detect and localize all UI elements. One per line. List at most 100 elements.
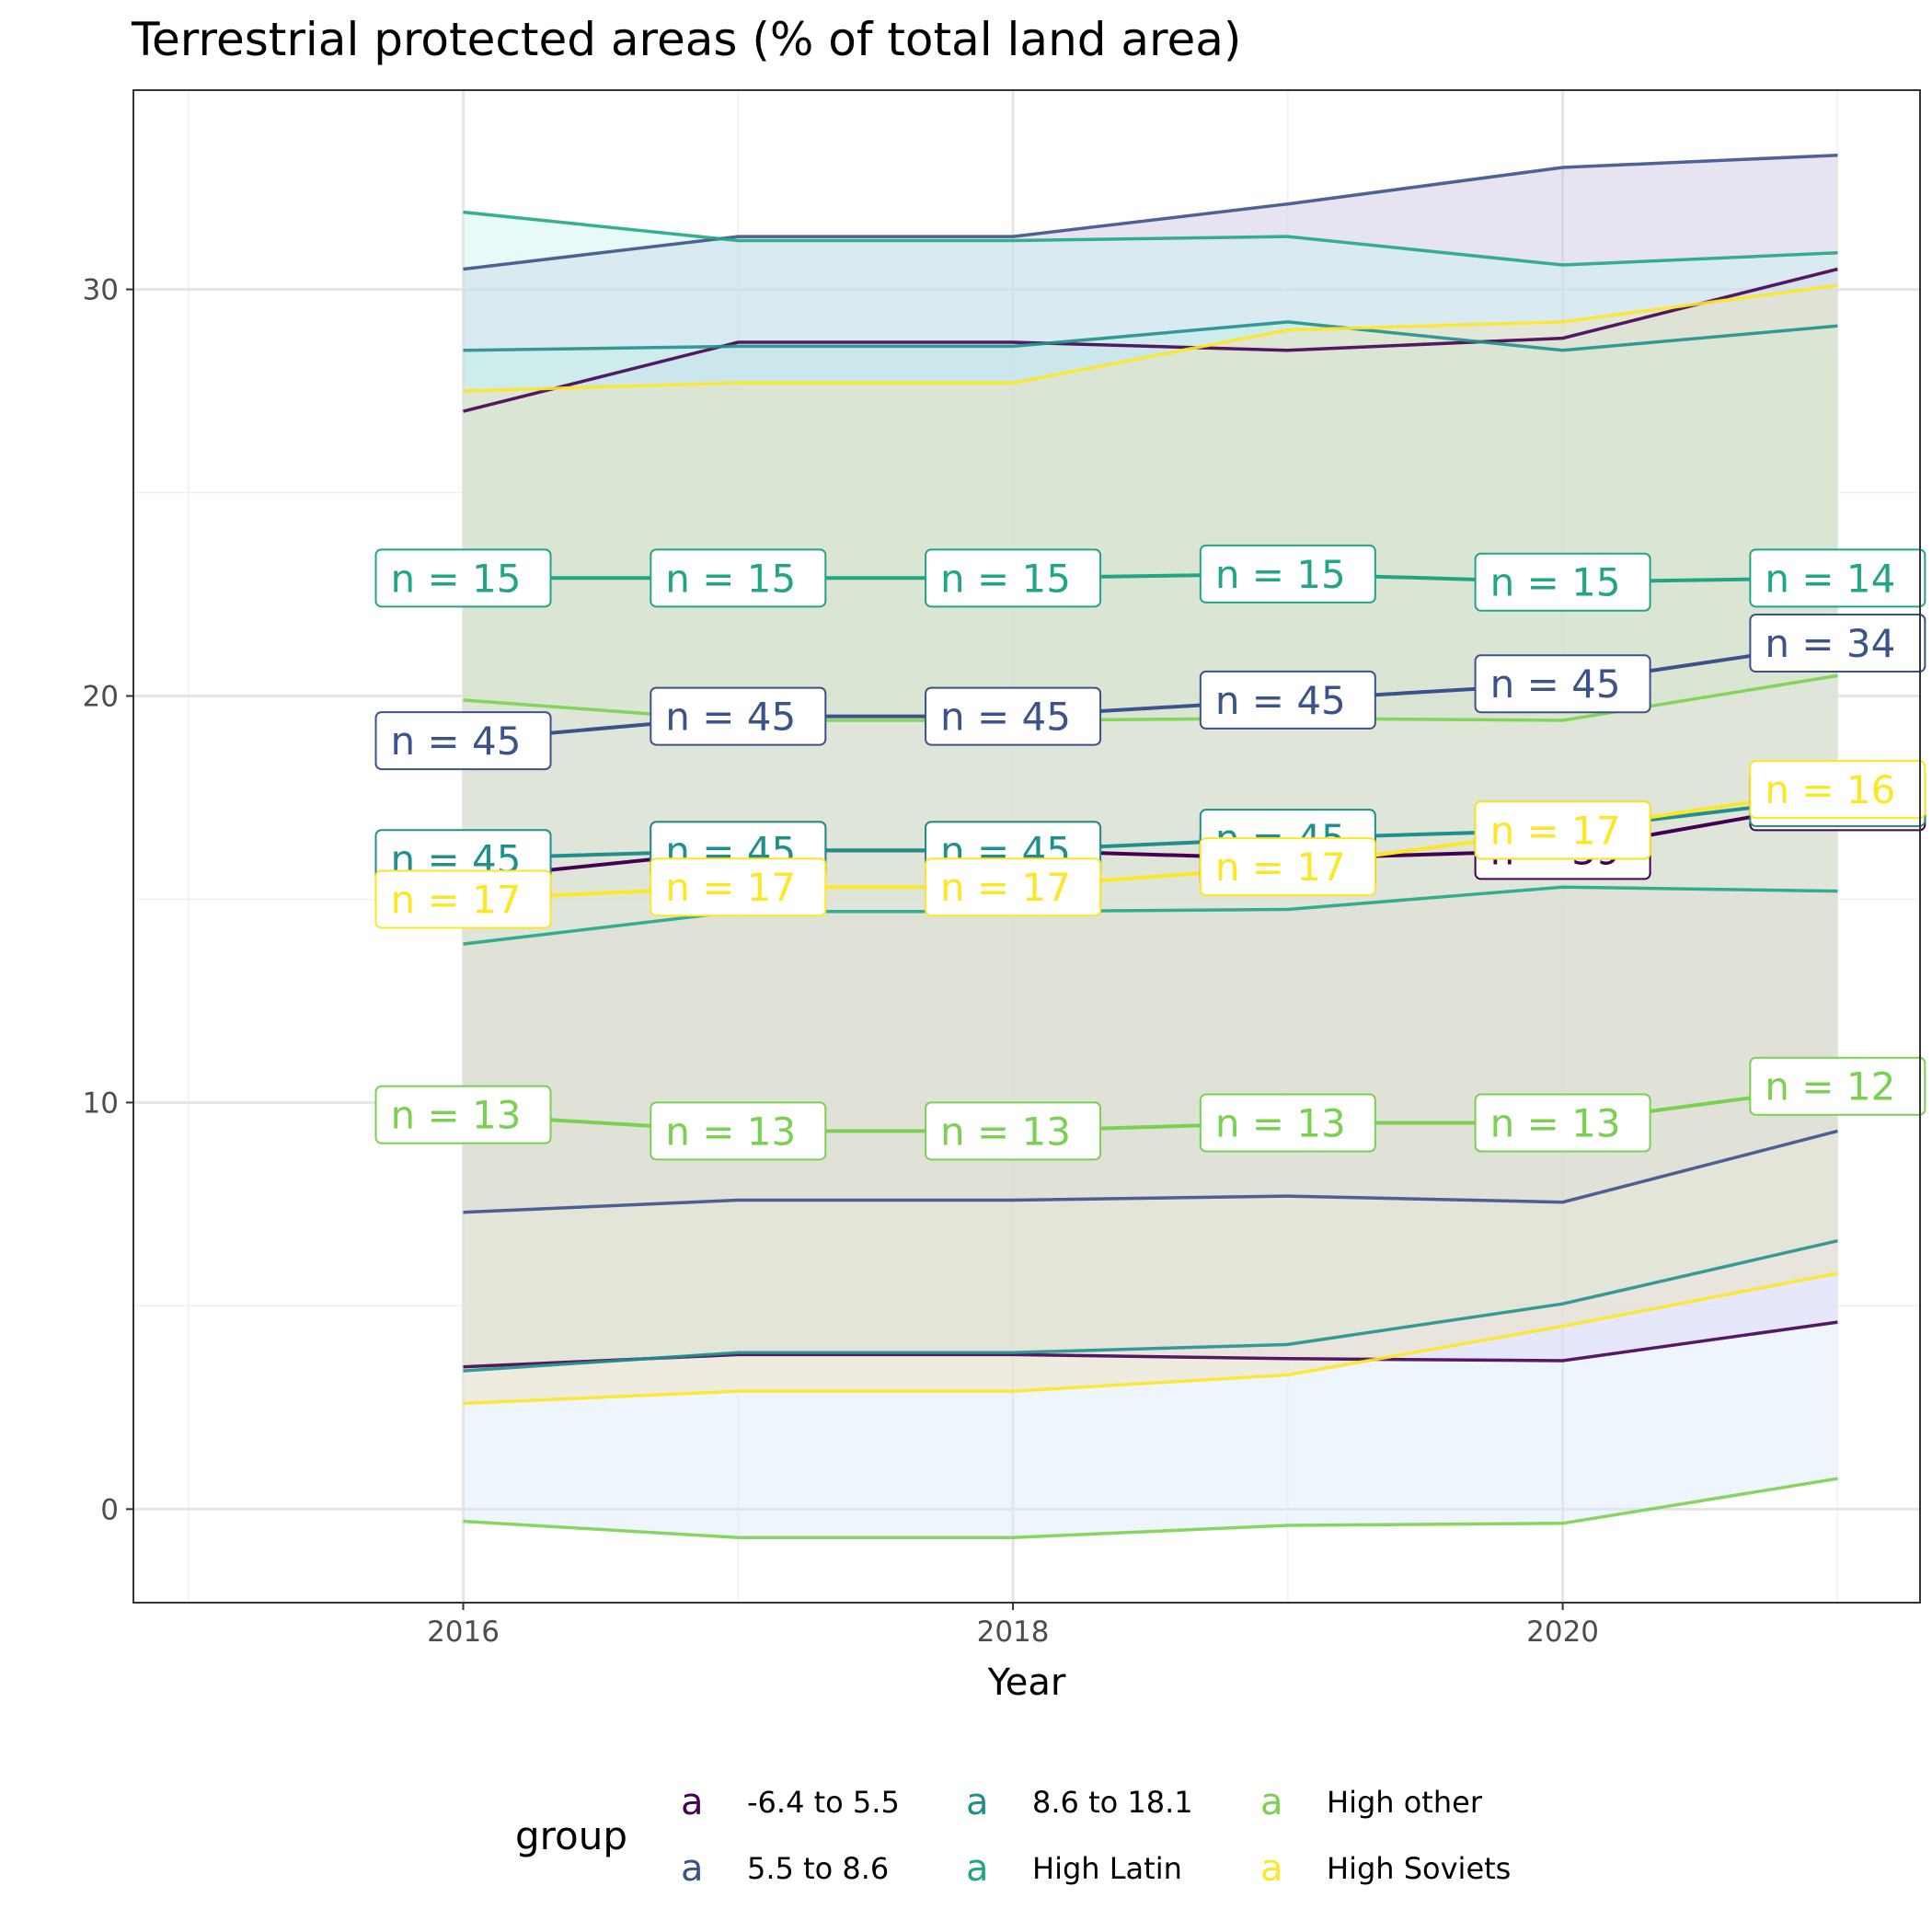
n-label-text: n = 17 xyxy=(665,865,796,910)
n-label-text: n = 13 xyxy=(391,1093,522,1138)
n-label-text: n = 15 xyxy=(1215,552,1346,597)
series-1-n-label: n = 45 xyxy=(650,686,827,746)
x-tick-label: 2018 xyxy=(977,1616,1050,1649)
n-label-text: n = 45 xyxy=(940,695,1071,740)
n-label-text: n = 45 xyxy=(665,695,796,740)
legend-key-glyph: a xyxy=(681,1781,704,1823)
y-tick-label: 0 xyxy=(100,1493,119,1526)
series-0-ribbon xyxy=(463,269,1838,1367)
series-1-n-label: n = 45 xyxy=(1474,654,1651,714)
n-label-box xyxy=(374,869,552,929)
series-1-n-label: n = 45 xyxy=(1199,670,1376,730)
series-3-n-label: n = 15 xyxy=(374,548,552,608)
legend: group a -6.4 to 5.5 a 5.5 to 8.6 a 8.6 to 18.… xyxy=(515,1781,1511,1890)
series-4-n-label: n = 13 xyxy=(925,1101,1102,1161)
n-label-text: n = 17 xyxy=(391,877,522,922)
legend-entry-label: High Soviets xyxy=(1327,1851,1511,1886)
n-label-text: n = 12 xyxy=(1765,1064,1895,1110)
series-3-ribbon xyxy=(463,212,1838,945)
series-1-upper-line xyxy=(463,153,1838,271)
series-1-ribbon xyxy=(463,155,1838,1213)
series-5-n-label: n = 16 xyxy=(1749,760,1926,820)
n-label-box xyxy=(925,1101,1102,1161)
legend-entry-label: High Latin xyxy=(1032,1851,1182,1886)
n-label-text: n = 15 xyxy=(1490,560,1621,605)
series-4-n-label: n = 12 xyxy=(1749,1056,1926,1116)
series-5-n-label: n = 17 xyxy=(1474,800,1651,860)
series-4-n-label: n = 13 xyxy=(1474,1093,1651,1153)
n-label-box xyxy=(650,1101,827,1161)
series-3-n-label: n = 15 xyxy=(1199,544,1376,604)
series-2-lower-line xyxy=(463,1238,1838,1373)
n-label-text: n = 45 xyxy=(391,719,522,764)
n-label-box xyxy=(1474,800,1651,860)
series-5-n-label: n = 17 xyxy=(925,857,1102,917)
n-label-box xyxy=(925,548,1102,608)
series-3-n-label: n = 14 xyxy=(1749,548,1926,608)
n-label-box xyxy=(650,548,827,608)
series-4-n-label: n = 13 xyxy=(1199,1093,1376,1153)
series-3-upper-line xyxy=(463,210,1838,267)
n-label-box xyxy=(1749,1056,1926,1116)
n-label-text: n = 13 xyxy=(1490,1101,1621,1146)
n-label-box xyxy=(1474,552,1651,612)
n-label-text: n = 45 xyxy=(1490,661,1621,707)
n-label-box xyxy=(650,686,827,746)
series-4-n-label: n = 13 xyxy=(374,1085,552,1144)
n-label-box xyxy=(1749,548,1926,608)
n-label-text: n = 17 xyxy=(1490,808,1621,853)
n-labels: n = 45n = 45n = 45n = 45n = 39n = 34n = … xyxy=(374,544,1926,1161)
legend-key-glyph: a xyxy=(966,1781,989,1823)
n-label-text: n = 15 xyxy=(940,556,1071,601)
series-5-upper-line xyxy=(463,283,1838,393)
legend-key-glyph: a xyxy=(966,1847,989,1890)
plot-panel xyxy=(132,89,1921,1604)
chart-title: Terrestrial protected areas (% of total … xyxy=(131,13,1241,66)
legend-key-glyph: a xyxy=(1260,1781,1283,1823)
n-label-text: n = 13 xyxy=(940,1109,1071,1154)
n-label-text: n = 17 xyxy=(1215,845,1346,890)
n-label-text: n = 45 xyxy=(1215,678,1346,723)
series-4-n-label: n = 13 xyxy=(650,1101,827,1161)
n-label-text: n = 14 xyxy=(1765,556,1895,601)
n-label-box xyxy=(925,857,1102,917)
n-label-text: n = 17 xyxy=(940,865,1071,910)
series-4-lower-line xyxy=(463,1477,1838,1540)
n-label-text: n = 15 xyxy=(391,556,522,601)
series-0-upper-line xyxy=(463,267,1838,413)
legend-entry-label: 8.6 to 18.1 xyxy=(1032,1785,1193,1820)
legend-key-glyph: a xyxy=(1260,1847,1283,1890)
legend-key-glyph: a xyxy=(681,1847,704,1890)
series-3-lower-line xyxy=(463,885,1838,946)
n-label-text: n = 34 xyxy=(1765,621,1895,666)
y-tick-label: 30 xyxy=(83,274,119,307)
series-1-n-label: n = 34 xyxy=(1749,614,1926,673)
n-label-box xyxy=(650,857,827,917)
y-tick-label: 10 xyxy=(83,1087,119,1120)
y-axis: 0 10 20 30 xyxy=(83,274,133,1526)
series-5-n-label: n = 17 xyxy=(374,869,552,929)
n-label-box xyxy=(1474,1093,1651,1153)
x-tick-label: 2020 xyxy=(1526,1616,1599,1649)
n-label-box xyxy=(1749,614,1926,673)
series-2-upper-line xyxy=(463,320,1838,352)
n-label-text: n = 13 xyxy=(665,1109,796,1154)
n-label-text: n = 15 xyxy=(665,556,796,601)
series-3-n-label: n = 15 xyxy=(1474,552,1651,612)
series-3-n-label: n = 15 xyxy=(650,548,827,608)
series-1-lower-line xyxy=(463,1129,1838,1214)
n-label-box xyxy=(925,686,1102,746)
series-5-n-label: n = 17 xyxy=(650,857,827,917)
legend-entry-label: 5.5 to 8.6 xyxy=(747,1851,889,1886)
x-tick-label: 2016 xyxy=(427,1616,500,1649)
n-label-box xyxy=(1199,670,1376,730)
n-label-box xyxy=(1199,544,1376,604)
n-label-box xyxy=(374,1085,552,1144)
legend-entry-label: -6.4 to 5.5 xyxy=(747,1785,900,1820)
n-label-box xyxy=(1199,837,1376,897)
x-axis: 2016 2018 2020 xyxy=(427,1603,1599,1649)
series-3-n-label: n = 15 xyxy=(925,548,1102,608)
series-5-n-label: n = 17 xyxy=(1199,837,1376,897)
n-label-box xyxy=(1749,760,1926,820)
